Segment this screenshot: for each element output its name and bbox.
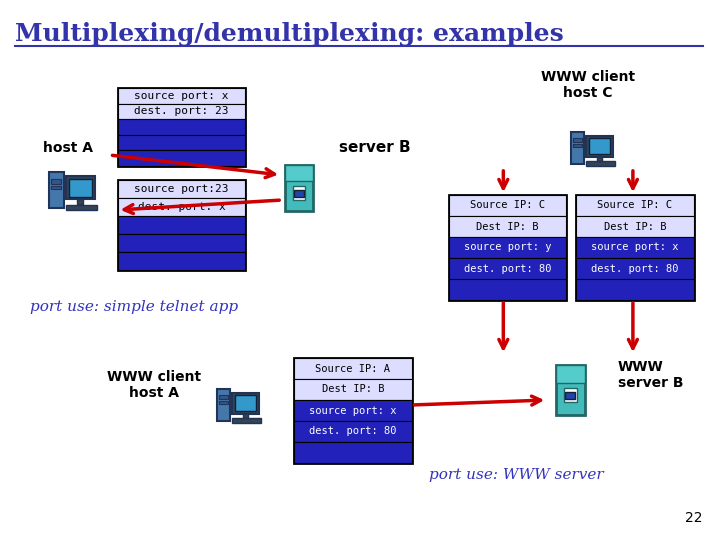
Text: dest. port: 23: dest. port: 23 (134, 106, 229, 117)
Text: 22: 22 (685, 511, 703, 525)
Bar (294, 358, 412, 379)
Bar (576, 258, 693, 279)
Bar (449, 195, 566, 300)
Text: source port: x: source port: x (309, 406, 397, 415)
Bar (233, 418, 261, 423)
Bar (571, 132, 584, 164)
Bar (294, 379, 412, 400)
Text: dest. port: 80: dest. port: 80 (309, 427, 397, 436)
Bar (294, 421, 412, 442)
Bar (66, 205, 97, 210)
Text: Dest IP: B: Dest IP: B (476, 221, 539, 232)
Bar (586, 136, 613, 157)
Bar (217, 389, 230, 421)
Bar (294, 358, 412, 463)
Text: WWW client
host A: WWW client host A (107, 370, 202, 400)
Text: Dest IP: B: Dest IP: B (322, 384, 384, 395)
Bar (233, 393, 259, 414)
Bar (449, 279, 566, 300)
Text: Dest IP: B: Dest IP: B (603, 221, 666, 232)
Text: dest. port: x: dest. port: x (138, 202, 225, 212)
Text: server B: server B (339, 140, 410, 156)
Text: source port: y: source port: y (464, 242, 551, 253)
Bar (573, 138, 582, 142)
Bar (49, 172, 63, 208)
Bar (219, 395, 228, 399)
Bar (117, 88, 246, 166)
Bar (449, 237, 566, 258)
Bar (294, 442, 412, 463)
Text: dest. port: 80: dest. port: 80 (464, 264, 551, 273)
Bar (576, 195, 693, 216)
Bar (117, 151, 246, 166)
Text: Multiplexing/demultiplexing: examples: Multiplexing/demultiplexing: examples (15, 22, 564, 46)
Bar (285, 165, 312, 211)
Bar (243, 414, 248, 418)
Text: Source IP: C: Source IP: C (470, 200, 545, 211)
Text: port use: simple telnet app: port use: simple telnet app (30, 300, 238, 314)
Bar (68, 179, 92, 197)
Bar (556, 365, 585, 382)
Text: Source IP: A: Source IP: A (315, 363, 390, 374)
Bar (589, 138, 610, 154)
Bar (576, 279, 693, 300)
Text: dest. port: 80: dest. port: 80 (591, 264, 679, 273)
Text: WWW client
host C: WWW client host C (541, 70, 635, 100)
Bar (66, 177, 95, 199)
Bar (449, 258, 566, 279)
Bar (117, 252, 246, 270)
Text: WWW
server B: WWW server B (618, 360, 683, 390)
Bar (117, 180, 246, 198)
Bar (576, 195, 693, 300)
Bar (586, 161, 615, 166)
Bar (117, 198, 246, 216)
Bar (293, 186, 305, 200)
Text: source port: x: source port: x (134, 91, 229, 101)
Text: host A: host A (42, 141, 93, 155)
Bar (565, 392, 575, 400)
Bar (117, 135, 246, 151)
Bar (576, 216, 693, 237)
Text: port use: WWW server: port use: WWW server (428, 468, 603, 482)
Bar (564, 388, 577, 402)
Bar (597, 157, 601, 161)
Bar (294, 400, 412, 421)
Bar (449, 195, 566, 216)
Bar (117, 234, 246, 252)
Bar (117, 216, 246, 234)
Bar (117, 88, 246, 104)
Bar (449, 216, 566, 237)
Bar (219, 401, 228, 404)
Bar (556, 365, 585, 415)
Bar (573, 144, 582, 147)
Text: Source IP: C: Source IP: C (598, 200, 672, 211)
Bar (78, 199, 83, 205)
Bar (51, 186, 61, 188)
Bar (235, 395, 256, 411)
Text: source port:23: source port:23 (134, 184, 229, 194)
Bar (117, 104, 246, 119)
Bar (294, 190, 304, 197)
Text: source port: x: source port: x (591, 242, 679, 253)
Bar (51, 179, 61, 184)
Bar (117, 180, 246, 270)
Bar (117, 119, 246, 135)
Bar (576, 237, 693, 258)
Bar (285, 165, 312, 181)
